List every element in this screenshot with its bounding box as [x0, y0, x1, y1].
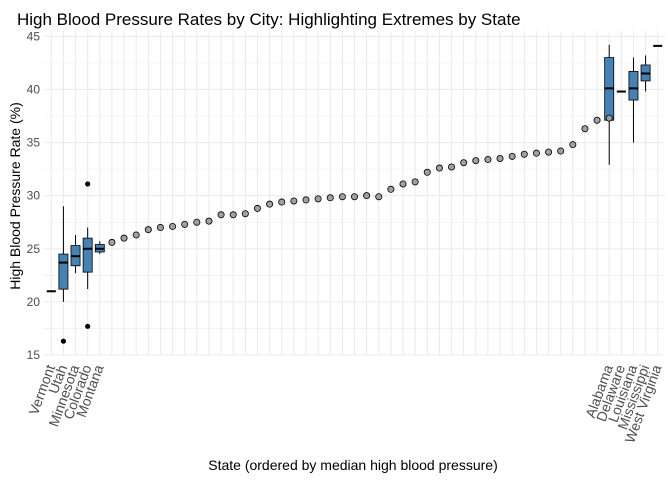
data-point	[423, 168, 431, 176]
data-point	[508, 152, 516, 160]
data-point	[411, 178, 419, 186]
data-point	[314, 195, 322, 203]
box-montana	[94, 241, 105, 255]
data-point	[375, 193, 383, 201]
box-mississippi	[640, 55, 651, 92]
data-point	[448, 163, 456, 171]
data-point	[532, 149, 540, 157]
data-point	[108, 238, 116, 246]
data-point	[581, 125, 589, 133]
data-point	[253, 204, 261, 212]
y-axis-title: High Blood Pressure Rate (%)	[7, 102, 23, 290]
data-point	[217, 211, 225, 219]
data-point	[363, 192, 371, 200]
data-point	[496, 154, 504, 162]
data-point	[545, 148, 553, 156]
outlier-point	[60, 338, 67, 344]
box-colorado	[82, 181, 93, 329]
grid	[44, 31, 665, 356]
data-point	[229, 211, 237, 219]
data-point	[144, 226, 152, 234]
data-point	[338, 193, 346, 201]
box-iqr	[82, 237, 93, 273]
data-point	[350, 193, 358, 201]
y-tick-label: 25	[27, 242, 41, 256]
box-iqr	[628, 70, 639, 101]
y-tick-label: 15	[27, 348, 41, 362]
y-tick-label: 35	[27, 136, 41, 150]
data-point	[120, 234, 128, 242]
data-point	[460, 159, 468, 167]
chart-marks	[46, 44, 663, 344]
data-point	[435, 164, 443, 172]
data-point	[193, 218, 201, 226]
data-point	[241, 210, 249, 218]
box-minnesota	[70, 234, 81, 274]
y-tick-labels: 15 20 25 30 35 40 45	[27, 29, 41, 362]
chart-title: High Blood Pressure Rates by City: Highl…	[17, 10, 521, 29]
x-axis-title: State (ordered by median high blood pres…	[208, 457, 498, 473]
y-tick-label: 20	[27, 295, 41, 309]
box-louisiana	[628, 57, 639, 143]
data-point	[266, 200, 274, 208]
data-point	[290, 197, 298, 205]
data-point	[484, 156, 492, 164]
data-point	[205, 217, 213, 225]
data-point	[387, 185, 395, 193]
data-point	[156, 224, 164, 232]
data-point	[302, 196, 310, 204]
data-point	[169, 222, 177, 230]
data-point	[181, 220, 189, 228]
data-point	[605, 114, 613, 122]
box-utah	[58, 206, 69, 344]
data-point	[569, 141, 577, 149]
data-point	[472, 157, 480, 165]
outlier-point	[85, 181, 91, 187]
outlier-point	[85, 323, 91, 329]
y-tick-label: 40	[27, 82, 41, 96]
y-tick-label: 30	[27, 189, 41, 203]
data-point	[399, 180, 407, 188]
box-iqr	[58, 253, 69, 290]
data-point	[593, 116, 601, 124]
data-point	[520, 150, 528, 158]
data-point	[557, 147, 565, 155]
data-point	[278, 198, 286, 206]
data-point	[132, 231, 140, 239]
y-tick-label: 45	[27, 29, 41, 43]
data-point	[326, 194, 334, 202]
